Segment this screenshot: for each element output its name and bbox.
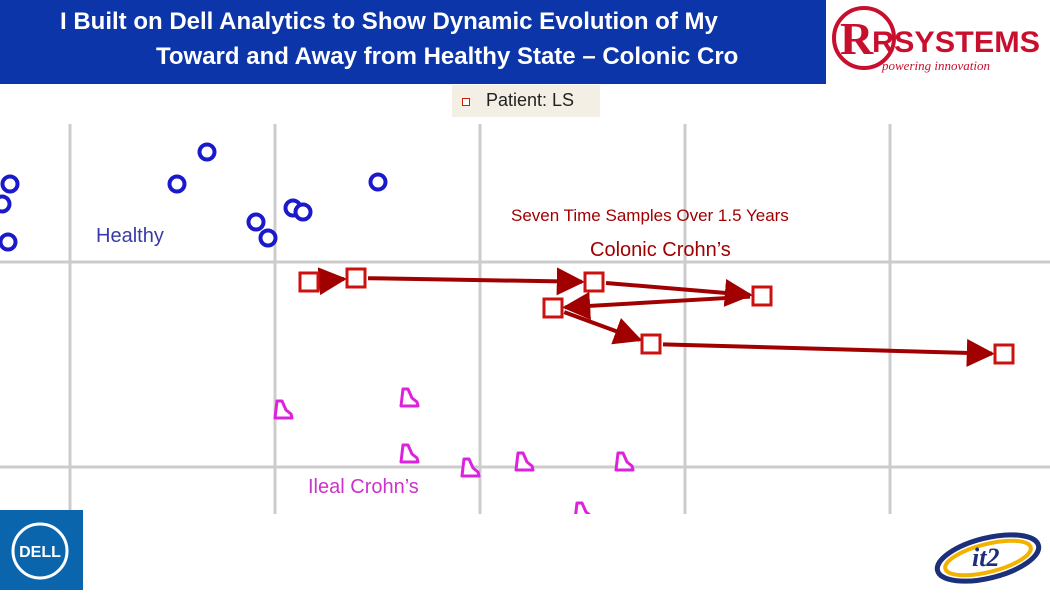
- legend-square-marker: [462, 98, 470, 106]
- page-title-line-1: I Built on Dell Analytics to Show Dynami…: [60, 8, 718, 35]
- annotation-time-samples: Seven Time Samples Over 1.5 Years: [511, 206, 789, 225]
- point-triangle-2-4: [514, 451, 535, 472]
- trajectory-arrow-4: [562, 291, 751, 320]
- annotation-colonic-crohns: Colonic Crohn’s: [590, 239, 731, 261]
- dell-logo-text: DELL: [19, 544, 61, 561]
- scatter-chart: [0, 124, 1050, 514]
- point-triangle-2-5: [614, 451, 635, 472]
- it2-logo: it2: [932, 528, 1044, 584]
- point-square-1-5: [640, 333, 662, 355]
- trajectory-arrow-3: [605, 278, 753, 307]
- point-triangle-2-1: [399, 387, 420, 408]
- title-banner: I Built on Dell Analytics to Show Dynami…: [0, 0, 826, 84]
- trajectory-arrow-5: [563, 310, 643, 345]
- point-circle-0-2: [167, 174, 187, 194]
- point-circle-0-3: [368, 172, 388, 192]
- annotation-healthy: Healthy: [96, 225, 164, 247]
- it2-logo-text: it2: [972, 543, 999, 572]
- dell-logo: DELL: [0, 510, 83, 590]
- point-square-1-3: [751, 285, 773, 307]
- point-square-1-1: [345, 267, 367, 289]
- rsystems-logo: R RSYSTEMS powering innovation: [826, 0, 1050, 84]
- point-triangle-2-6: [574, 501, 591, 514]
- point-square-1-2: [583, 271, 605, 293]
- rsystems-logo-letter: R: [840, 13, 874, 64]
- trajectory-arrows: [317, 267, 995, 367]
- point-circle-0-9: [0, 232, 18, 252]
- point-square-1-0: [298, 271, 320, 293]
- point-circle-0-7: [246, 212, 266, 232]
- legend-label: Patient: LS: [486, 90, 575, 110]
- trajectory-arrow-1: [317, 267, 347, 296]
- point-circle-0-0: [197, 142, 217, 162]
- page-title-line-2: Toward and Away from Healthy State – Col…: [156, 43, 739, 70]
- rsystems-logo-name: RSYSTEMS: [872, 26, 1040, 59]
- chart-legend: Patient: LS: [452, 85, 600, 117]
- rsystems-logo-tagline: powering innovation: [881, 58, 990, 73]
- point-square-1-4: [542, 297, 564, 319]
- trajectory-arrow-2: [367, 267, 585, 296]
- annotation-ileal-crohns: Ileal Crohn’s: [308, 476, 419, 498]
- point-circle-0-8: [258, 228, 278, 248]
- point-triangle-2-2: [399, 443, 420, 464]
- point-circle-0-6: [293, 202, 313, 222]
- point-triangle-2-3: [460, 457, 481, 478]
- point-circle-0-4: [0, 194, 12, 214]
- point-square-1-6: [993, 343, 1015, 365]
- point-circle-0-1: [0, 174, 20, 194]
- data-points: [0, 142, 1015, 514]
- trajectory-arrow-6: [662, 338, 995, 367]
- point-triangle-2-0: [273, 399, 294, 420]
